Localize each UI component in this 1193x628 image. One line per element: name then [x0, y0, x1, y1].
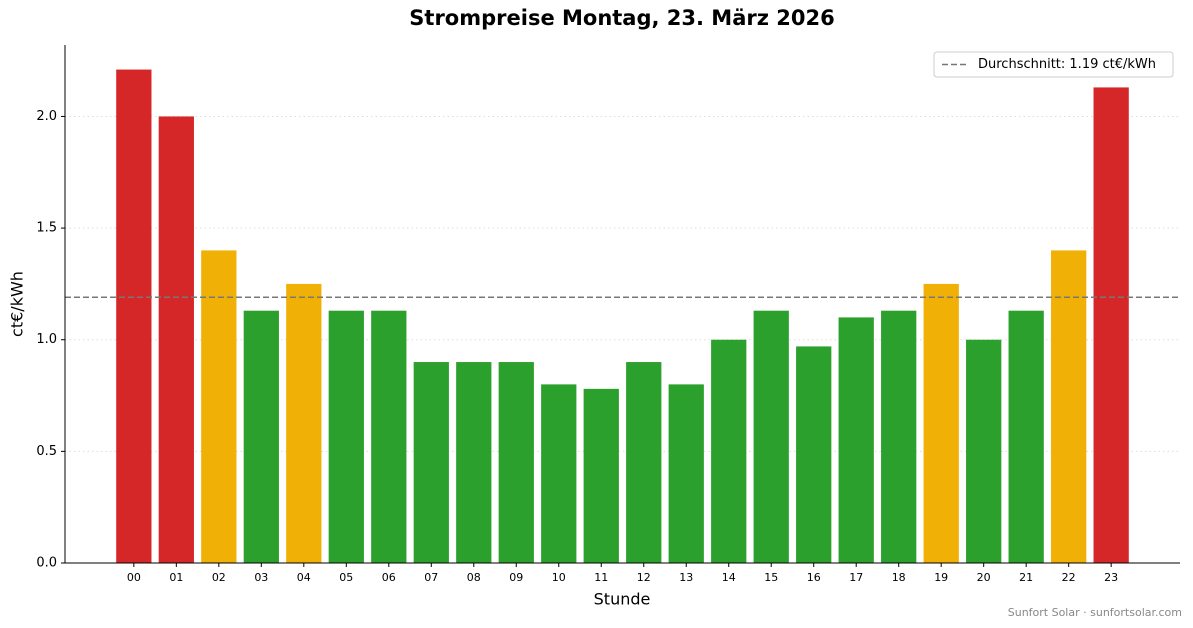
x-tick-label: 21 — [1019, 571, 1033, 584]
x-tick-label: 16 — [807, 571, 821, 584]
bar — [413, 362, 449, 563]
bar — [881, 310, 917, 563]
bar — [498, 362, 534, 563]
bar — [753, 310, 789, 563]
x-tick-label: 15 — [764, 571, 778, 584]
x-tick-label: 14 — [722, 571, 736, 584]
bar — [201, 250, 237, 563]
x-tick-label: 17 — [849, 571, 863, 584]
bar — [923, 283, 959, 563]
x-tick-label: 20 — [977, 571, 991, 584]
x-tick-label: 02 — [212, 571, 226, 584]
x-axis-label: Stunde — [594, 590, 651, 609]
bar — [1051, 250, 1087, 563]
x-tick-label: 23 — [1104, 571, 1118, 584]
bar — [286, 283, 322, 563]
x-tick-label: 07 — [424, 571, 438, 584]
y-tick-label: 1.5 — [36, 221, 57, 236]
y-tick-label: 1.0 — [36, 332, 57, 347]
bar — [668, 384, 704, 563]
bar — [116, 69, 152, 563]
bar — [158, 116, 194, 563]
y-tick-label: 2.0 — [36, 109, 57, 124]
bar — [1093, 87, 1129, 563]
y-tick-label: 0.5 — [36, 444, 57, 459]
bar — [1008, 310, 1044, 563]
x-tick-label: 10 — [552, 571, 566, 584]
bar — [966, 339, 1002, 563]
bar — [541, 384, 577, 563]
x-tick-label: 22 — [1062, 571, 1076, 584]
legend-box — [933, 51, 1174, 78]
bar — [626, 362, 662, 563]
x-tick-label: 00 — [127, 571, 141, 584]
chart-title: Strompreise Montag, 23. März 2026 — [409, 6, 834, 30]
y-axis-label: ct€/kWh — [8, 271, 27, 337]
y-tick-label: 0.0 — [36, 556, 57, 571]
bar — [711, 339, 747, 563]
bar — [456, 362, 492, 563]
x-tick-label: 06 — [382, 571, 396, 584]
bar — [328, 310, 364, 563]
footer: Sunfort Solar · sunfortsolar.com — [1008, 606, 1182, 619]
bar — [838, 317, 874, 563]
x-tick-label: 08 — [467, 571, 481, 584]
x-tick-label: 13 — [679, 571, 693, 584]
bar — [243, 310, 279, 563]
x-tick-label: 05 — [339, 571, 353, 584]
x-tick-label: 01 — [169, 571, 183, 584]
bar — [371, 310, 407, 563]
x-tick-label: 04 — [297, 571, 311, 584]
x-tick-label: 09 — [509, 571, 523, 584]
bar — [583, 388, 619, 563]
bar — [796, 346, 832, 563]
x-tick-label: 19 — [934, 571, 948, 584]
x-tick-label: 03 — [254, 571, 268, 584]
x-tick-label: 11 — [594, 571, 608, 584]
x-tick-label: 12 — [637, 571, 651, 584]
x-tick-label: 18 — [892, 571, 906, 584]
legend-label: Durchschnitt: 1.19 ct€/kWh — [978, 57, 1156, 72]
